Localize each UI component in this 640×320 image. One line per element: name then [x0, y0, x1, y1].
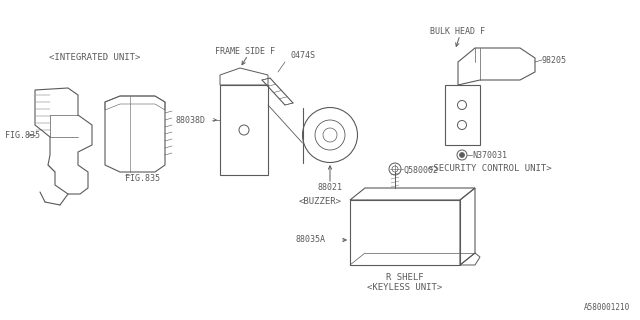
Text: <BUZZER>: <BUZZER>: [298, 197, 342, 206]
Text: FIG.835: FIG.835: [5, 131, 40, 140]
Text: 98205: 98205: [542, 55, 567, 65]
Text: 0474S: 0474S: [290, 51, 315, 60]
Text: 88038D: 88038D: [175, 116, 205, 124]
Text: A580001210: A580001210: [584, 303, 630, 312]
Text: 88021: 88021: [317, 182, 342, 191]
Text: FIG.835: FIG.835: [125, 173, 160, 182]
Text: N370031: N370031: [472, 150, 507, 159]
Text: BULK HEAD F: BULK HEAD F: [430, 27, 485, 36]
Circle shape: [460, 153, 465, 157]
Text: <SECURITY CONTROL UNIT>: <SECURITY CONTROL UNIT>: [428, 164, 552, 172]
Text: FRAME SIDE F: FRAME SIDE F: [215, 46, 275, 55]
Text: 88035A: 88035A: [295, 236, 325, 244]
Text: Q580002: Q580002: [403, 165, 438, 174]
Text: <KEYLESS UNIT>: <KEYLESS UNIT>: [367, 284, 443, 292]
Text: <INTEGRATED UNIT>: <INTEGRATED UNIT>: [49, 52, 141, 61]
Text: R SHELF: R SHELF: [386, 274, 424, 283]
